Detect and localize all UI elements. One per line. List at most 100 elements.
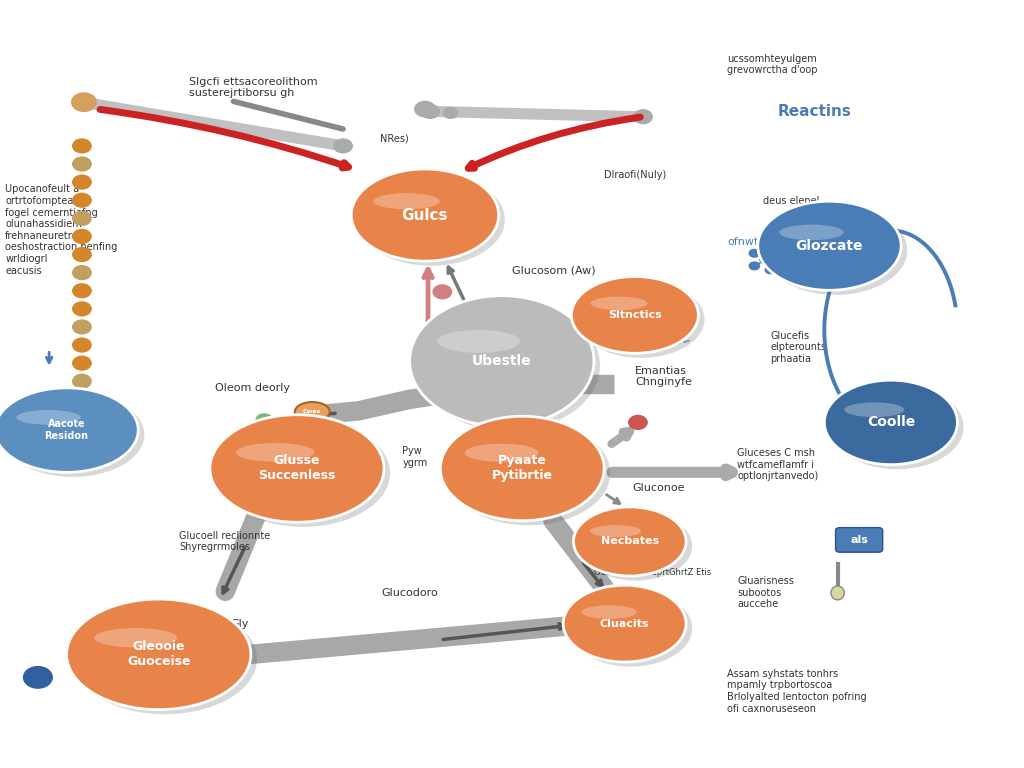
Circle shape (421, 104, 439, 118)
Circle shape (73, 157, 91, 171)
Ellipse shape (831, 586, 844, 600)
Text: Cluacits: Cluacits (600, 618, 649, 629)
Text: Geocomw AaluprtGhrtZ Etis: Geocomw AaluprtGhrtZ Etis (594, 568, 712, 577)
Ellipse shape (779, 224, 844, 240)
Circle shape (775, 256, 785, 263)
Text: Upocanofeult a
ortrtofompteas
fogeI cemerntiafng
olunahassidiem
frehnaneuretre
o: Upocanofeult a ortrtofompteas fogeI ceme… (5, 184, 118, 276)
Ellipse shape (571, 276, 698, 353)
Text: Aacote
Residon: Aacote Residon (45, 419, 88, 441)
Text: Pyw
ygrm: Pyw ygrm (402, 446, 428, 468)
Text: ofnwtate: ofnwtate (727, 237, 776, 247)
Circle shape (73, 194, 91, 207)
Text: Glucodoro: Glucodoro (381, 588, 438, 598)
Circle shape (73, 374, 91, 388)
Text: Pyaate
Pytibrtie: Pyaate Pytibrtie (492, 455, 553, 482)
Ellipse shape (1, 392, 144, 477)
Text: Cwes: Cwes (303, 409, 322, 414)
Ellipse shape (465, 444, 539, 462)
Circle shape (760, 255, 772, 264)
Text: Glozcate: Glozcate (796, 239, 863, 253)
Circle shape (73, 175, 91, 189)
Ellipse shape (295, 402, 330, 421)
Ellipse shape (94, 628, 177, 647)
Ellipse shape (216, 419, 390, 527)
Circle shape (629, 415, 647, 429)
Text: Glucosom (Aw): Glucosom (Aw) (512, 265, 596, 276)
Ellipse shape (563, 585, 686, 662)
Circle shape (73, 392, 91, 406)
Text: Reactins: Reactins (777, 104, 851, 119)
Text: Glucefis
elpterounts
prhaatia: Glucefis elpterounts prhaatia (770, 330, 826, 364)
Text: NRes): NRes) (380, 133, 409, 144)
Circle shape (256, 414, 272, 426)
Ellipse shape (573, 507, 686, 576)
Circle shape (226, 445, 241, 456)
Text: Oleom deorly: Oleom deorly (215, 382, 290, 393)
Circle shape (239, 429, 253, 439)
Ellipse shape (830, 385, 964, 469)
Text: Necbates: Necbates (601, 536, 658, 547)
Circle shape (73, 338, 91, 352)
Circle shape (765, 246, 775, 253)
Circle shape (750, 262, 760, 270)
Text: Glusse
Succenless: Glusse Succenless (258, 455, 336, 482)
Ellipse shape (591, 296, 647, 310)
Text: deus elenel: deus elenel (763, 196, 819, 207)
Circle shape (24, 667, 52, 688)
Text: Coolle: Coolle (866, 415, 915, 429)
Circle shape (72, 93, 96, 111)
Ellipse shape (236, 443, 314, 462)
Ellipse shape (569, 590, 692, 667)
Ellipse shape (374, 194, 439, 209)
Circle shape (73, 230, 91, 243)
Circle shape (73, 139, 91, 153)
Text: ucssomhteyulgem
grevowrctha d'oop: ucssomhteyulgem grevowrctha d'oop (727, 54, 817, 75)
Ellipse shape (437, 330, 520, 353)
Text: Gluceses C msh
wtfcameflamfr i
optlonjrtanvedo): Gluceses C msh wtfcameflamfr i optlonjrt… (737, 448, 818, 482)
Text: Emantias
Chnginyfe: Emantias Chnginyfe (635, 366, 692, 387)
Circle shape (73, 302, 91, 316)
Ellipse shape (590, 525, 641, 537)
Ellipse shape (351, 169, 499, 261)
Circle shape (433, 346, 452, 360)
Circle shape (73, 247, 91, 261)
Circle shape (750, 250, 760, 257)
Circle shape (765, 266, 775, 273)
Ellipse shape (580, 511, 692, 581)
Ellipse shape (67, 599, 251, 710)
Ellipse shape (357, 174, 505, 266)
Ellipse shape (582, 605, 637, 619)
Circle shape (73, 266, 91, 280)
Text: Assam syhstats tonhrs
mpamly trpbortoscoa
Brlolyalted lentocton pofring
ofi caxn: Assam syhstats tonhrs mpamly trpbortosco… (727, 669, 866, 713)
Text: Gleooie
Guoceise: Gleooie Guoceise (127, 641, 190, 668)
Circle shape (73, 211, 91, 225)
Circle shape (73, 320, 91, 334)
Text: Glucoell reclionnte
Shyregrrmoles: Glucoell reclionnte Shyregrrmoles (179, 531, 270, 552)
Text: Sltnctics: Sltnctics (608, 310, 662, 320)
Text: als: als (850, 535, 868, 545)
Circle shape (73, 284, 91, 298)
Ellipse shape (824, 380, 957, 465)
Ellipse shape (16, 410, 81, 425)
Text: Slgcfi ettsacoreolithom
susterejrtiborsu gh: Slgcfi ettsacoreolithom susterejrtiborsu… (189, 77, 318, 98)
Circle shape (415, 101, 435, 117)
Ellipse shape (764, 206, 907, 295)
Ellipse shape (410, 296, 594, 426)
Ellipse shape (0, 388, 138, 472)
Ellipse shape (210, 415, 384, 522)
Ellipse shape (758, 201, 901, 290)
Ellipse shape (73, 604, 257, 714)
Circle shape (634, 110, 652, 124)
Ellipse shape (416, 300, 600, 431)
Circle shape (443, 108, 458, 118)
Ellipse shape (578, 281, 705, 358)
Text: Ubestle: Ubestle (472, 354, 531, 368)
Text: Gluarisness
subootos
auccehe: Gluarisness subootos auccehe (737, 576, 795, 610)
Circle shape (334, 139, 352, 153)
FancyBboxPatch shape (836, 528, 883, 552)
Text: Gly: Gly (230, 618, 249, 629)
Text: Dlraofi(NuIy): Dlraofi(NuIy) (604, 170, 667, 180)
Ellipse shape (440, 416, 604, 521)
Ellipse shape (446, 421, 610, 525)
Text: Gulcs: Gulcs (401, 207, 449, 223)
